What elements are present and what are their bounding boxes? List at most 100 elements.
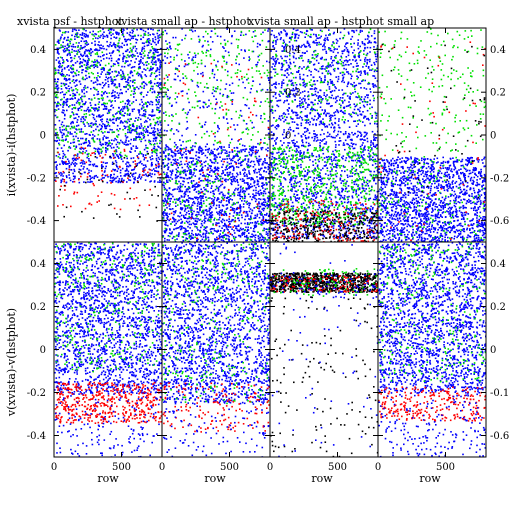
data-point: [181, 199, 184, 201]
data-point: [143, 81, 145, 84]
data-point: [288, 147, 291, 149]
data-point: [158, 93, 160, 95]
data-point: [153, 147, 156, 150]
data-point: [104, 83, 106, 86]
data-point: [122, 114, 124, 117]
data-point: [98, 179, 100, 181]
data-point: [128, 131, 131, 133]
data-point: [268, 172, 270, 175]
data-point: [76, 69, 78, 72]
data-point: [87, 49, 90, 51]
data-point: [226, 122, 229, 124]
data-point: [57, 39, 60, 42]
data-point: [267, 221, 270, 224]
data-point: [62, 106, 64, 108]
data-point: [267, 204, 270, 206]
data-point: [258, 164, 260, 166]
data-point: [264, 100, 267, 103]
data-point: [94, 33, 96, 35]
data-point: [150, 180, 152, 182]
data-point: [214, 112, 216, 115]
data-point: [165, 194, 167, 197]
data-point: [191, 229, 193, 232]
data-point: [162, 86, 165, 89]
data-point: [128, 51, 131, 53]
data-point: [89, 175, 92, 178]
data-point: [174, 92, 177, 94]
data-point: [163, 181, 165, 184]
data-point: [99, 47, 101, 49]
data-point: [282, 79, 285, 81]
data-point: [230, 99, 232, 101]
data-point: [143, 103, 145, 105]
data-point: [243, 190, 245, 192]
data-point: [76, 53, 79, 56]
data-point: [195, 234, 197, 236]
data-point: [86, 77, 88, 80]
data-point: [253, 97, 256, 100]
data-point: [176, 188, 179, 190]
data-point: [247, 236, 249, 239]
data-point: [226, 207, 229, 209]
data-point: [84, 43, 87, 45]
data-point: [257, 149, 259, 152]
data-point: [204, 227, 207, 229]
data-point: [75, 88, 77, 90]
data-point: [376, 56, 378, 58]
data-point: [247, 193, 250, 195]
data-point: [231, 199, 233, 201]
data-point: [315, 119, 318, 121]
data-point: [72, 79, 75, 81]
data-point: [256, 42, 259, 45]
data-point: [268, 79, 270, 81]
data-point: [258, 158, 260, 161]
data-point: [231, 176, 233, 178]
data-point: [217, 213, 219, 215]
data-point: [149, 89, 151, 92]
data-point: [198, 146, 200, 149]
data-point: [110, 170, 113, 172]
data-point: [225, 204, 228, 206]
data-point: [133, 88, 135, 90]
data-point: [88, 140, 90, 142]
data-point: [78, 115, 80, 118]
data-point: [72, 135, 75, 138]
data-point: [148, 141, 150, 143]
data-point: [216, 156, 218, 159]
data-point: [180, 214, 183, 217]
data-point: [166, 214, 168, 217]
data-point: [260, 76, 263, 79]
data-point: [77, 45, 79, 47]
data-point: [171, 172, 173, 175]
data-point: [148, 38, 150, 40]
data-point: [162, 33, 164, 36]
data-point: [233, 211, 236, 214]
data-point: [89, 160, 92, 163]
data-point: [168, 208, 171, 210]
data-point: [221, 180, 224, 183]
data-point: [102, 143, 105, 146]
data-point: [72, 141, 74, 144]
data-point: [60, 88, 63, 90]
data-point: [251, 198, 253, 201]
data-point: [108, 109, 110, 111]
data-point: [134, 50, 137, 52]
data-point: [156, 117, 158, 119]
data-point: [141, 114, 143, 117]
data-point: [259, 105, 261, 107]
data-point: [258, 185, 260, 188]
data-point: [213, 73, 216, 76]
data-point: [165, 145, 168, 148]
data-point: [147, 57, 150, 59]
data-point: [236, 206, 239, 209]
data-point: [130, 66, 133, 69]
data-point: [239, 193, 241, 196]
data-point: [291, 190, 293, 192]
data-point: [165, 144, 167, 146]
data-point: [118, 54, 121, 57]
data-point: [85, 70, 88, 73]
data-point: [129, 72, 132, 75]
data-point: [132, 145, 135, 147]
data-point: [215, 65, 218, 68]
data-point: [102, 180, 104, 183]
